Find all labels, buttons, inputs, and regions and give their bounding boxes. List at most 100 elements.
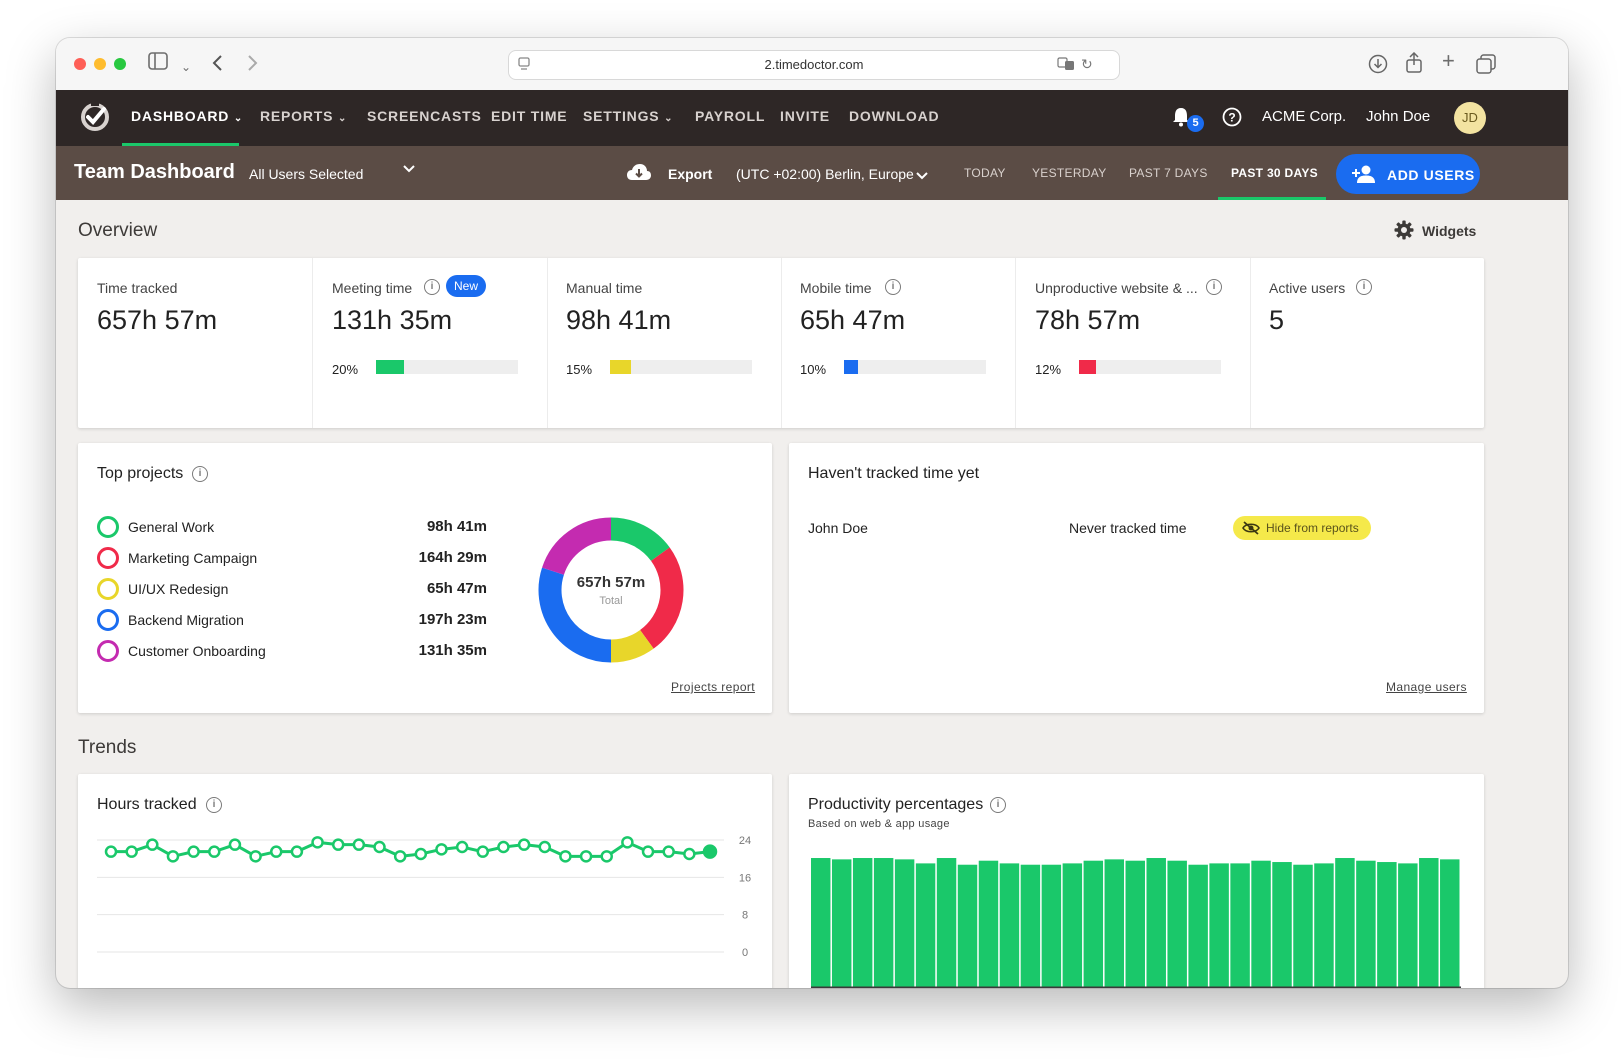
hours-data-point[interactable] [228,838,242,851]
productivity-bar[interactable] [852,858,873,988]
productivity-bar[interactable] [1419,858,1439,988]
nav-edit-time[interactable]: EDIT TIME [491,108,568,124]
productivity-bar[interactable] [1230,863,1250,988]
productivity-bar[interactable] [999,863,1020,988]
export-button[interactable]: Export [668,166,713,182]
projects-report-link[interactable]: Projects report [671,680,756,694]
info-icon[interactable]: i [192,466,208,482]
hours-data-point[interactable] [476,845,490,858]
info-icon[interactable]: i [885,279,901,295]
hours-data-point[interactable] [166,850,180,863]
chevron-down-icon[interactable]: ⌄ [181,60,192,74]
productivity-bar[interactable] [1314,863,1334,988]
projects-donut-chart[interactable]: 657h 57m Total [536,515,686,665]
donut-segment[interactable] [538,567,612,663]
nav-screencasts[interactable]: SCREENCASTS [367,108,482,124]
bell-icon[interactable] [1172,107,1190,132]
productivity-bar[interactable] [831,859,852,988]
productivity-bar[interactable] [1104,859,1125,988]
users-filter-select[interactable]: All Users Selected [249,166,364,182]
nav-reports[interactable]: REPORTS ⌄ [260,108,348,124]
hours-tracked-line-chart[interactable]: 24 16 8 0 [78,774,772,988]
productivity-bar[interactable] [1125,860,1145,988]
nav-dashboard[interactable]: DASHBOARD ⌄ [131,108,244,124]
help-icon[interactable]: ? [1222,107,1242,132]
hours-data-point[interactable] [290,845,304,858]
productivity-bar[interactable] [1356,860,1376,988]
hours-data-point[interactable] [146,838,159,851]
cloud-download-icon[interactable] [626,163,652,186]
productivity-bar[interactable] [1020,864,1041,988]
donut-segment[interactable] [610,517,670,562]
hours-data-point[interactable] [641,845,655,858]
tabs-overview-icon[interactable] [1476,54,1496,78]
productivity-bar[interactable] [1293,864,1313,988]
share-icon[interactable] [1405,51,1423,78]
user-name[interactable]: John Doe [1366,108,1431,125]
info-icon[interactable]: i [206,797,222,813]
productivity-bar[interactable] [1041,864,1062,988]
hours-data-point[interactable] [600,850,613,863]
hours-data-point[interactable] [702,844,718,859]
productivity-bar[interactable] [1440,859,1460,988]
productivity-bar-chart[interactable] [789,774,1484,988]
productivity-bar[interactable] [1083,860,1104,988]
chevron-down-icon[interactable] [915,168,929,186]
address-bar[interactable]: 2.timedoctor.com ↻ [508,50,1120,80]
productivity-bar[interactable] [1062,863,1083,988]
range-past-30-days[interactable]: PAST 30 DAYS [1231,166,1318,180]
minimize-window-button[interactable] [94,58,106,70]
avatar[interactable]: JD [1454,102,1486,134]
hours-data-point[interactable] [621,836,634,849]
donut-segment[interactable] [610,629,654,663]
hours-data-point[interactable] [538,840,552,854]
hours-data-point[interactable] [393,850,407,863]
productivity-bar[interactable] [978,860,999,988]
hours-data-point[interactable] [269,845,283,858]
productivity-bar[interactable] [1272,862,1292,988]
range-today[interactable]: TODAY [964,166,1006,180]
donut-segment[interactable] [639,547,684,649]
manage-users-link[interactable]: Manage users [1386,680,1467,694]
translate-icon[interactable] [1057,57,1075,76]
productivity-bar[interactable] [1398,863,1418,988]
hours-data-point[interactable] [517,838,531,851]
timedoctor-logo-icon[interactable] [78,100,112,134]
hours-data-point[interactable] [373,840,386,854]
productivity-bar[interactable] [1146,858,1166,988]
info-icon[interactable]: i [1356,279,1372,295]
hours-data-point[interactable] [208,845,221,858]
productivity-bar[interactable] [1167,860,1187,988]
productivity-bar[interactable] [915,863,936,988]
hours-data-point[interactable] [559,850,572,863]
hours-data-point[interactable] [352,838,366,851]
hours-data-point[interactable] [435,843,448,856]
download-icon[interactable] [1368,54,1388,78]
add-users-button[interactable]: ADD USERS [1336,154,1480,194]
sidebar-icon[interactable] [148,52,168,74]
hours-data-point[interactable] [187,845,200,858]
productivity-bar[interactable] [1188,864,1208,988]
productivity-bar[interactable] [1251,860,1271,988]
nav-payroll[interactable]: PAYROLL [695,108,766,124]
hours-data-point[interactable] [311,836,324,849]
info-icon[interactable]: i [1206,279,1222,295]
reload-icon[interactable]: ↻ [1081,56,1093,72]
hours-data-point[interactable] [331,838,345,851]
timezone-select[interactable]: (UTC +02:00) Berlin, Europe [736,166,914,182]
hours-data-point[interactable] [683,847,696,861]
productivity-bar[interactable] [1335,858,1355,988]
nav-invite[interactable]: INVITE [780,108,830,124]
hours-data-point[interactable] [249,850,262,863]
company-name[interactable]: ACME Corp. [1262,108,1347,125]
productivity-bar[interactable] [1209,863,1229,988]
productivity-bar[interactable] [811,858,831,988]
hours-data-point[interactable] [662,845,675,858]
range-past-7-days[interactable]: PAST 7 DAYS [1129,166,1208,180]
productivity-bar[interactable] [957,864,978,988]
close-window-button[interactable] [74,58,86,70]
info-icon[interactable]: i [424,279,440,295]
hours-data-point[interactable] [104,845,118,858]
productivity-bar[interactable] [1377,862,1397,988]
productivity-bar[interactable] [873,858,894,988]
